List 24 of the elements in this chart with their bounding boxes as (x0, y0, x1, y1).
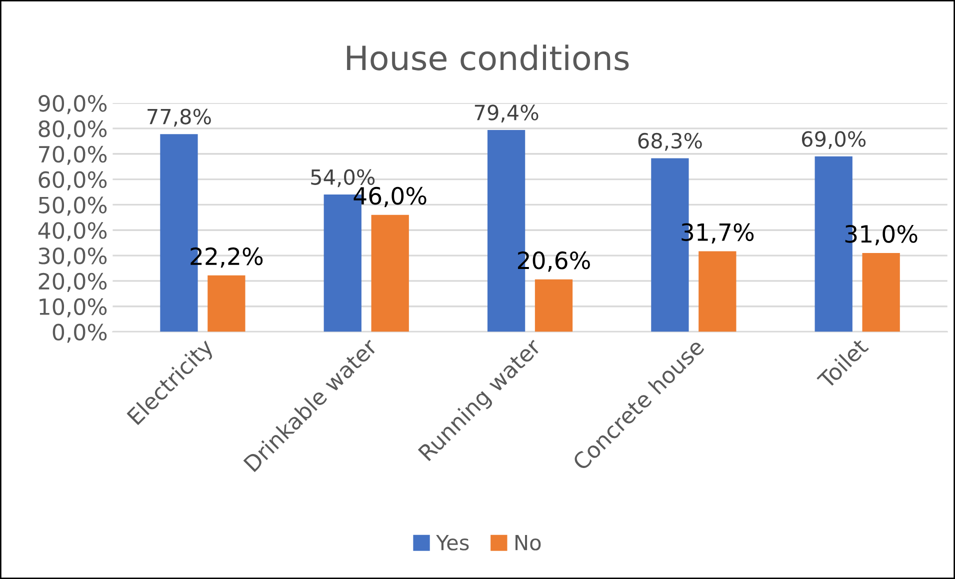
y-tick-label: 60,0% (38, 171, 107, 190)
legend-label: No (516, 534, 541, 550)
y-tick-label: 40,0% (38, 222, 107, 242)
y-tick-label: 10,0% (40, 298, 107, 318)
y-tick-label: 80,0% (38, 120, 107, 140)
data-label: 68,3% (638, 132, 702, 151)
data-label: 69,0% (802, 131, 866, 149)
y-tick-label: 50,0% (38, 196, 107, 216)
data-label: 54,0% (311, 169, 375, 188)
bar (534, 279, 573, 332)
y-tick-label: 90,0% (38, 95, 107, 114)
y-tick-label: 0,0% (52, 324, 107, 343)
y-tick-label: 70,0% (39, 146, 107, 165)
chart-title: House conditions (347, 44, 629, 70)
bar (698, 251, 736, 332)
bar (371, 214, 409, 332)
y-tick-label: 30,0% (38, 247, 107, 267)
y-tick-label: 20,0% (38, 272, 107, 292)
data-label: 46,0% (354, 186, 426, 208)
data-label: 79,4% (474, 104, 538, 123)
legend-label: Yes (436, 534, 469, 550)
data-label: 77,8% (148, 108, 211, 127)
bar (862, 252, 900, 332)
bar (208, 275, 246, 332)
